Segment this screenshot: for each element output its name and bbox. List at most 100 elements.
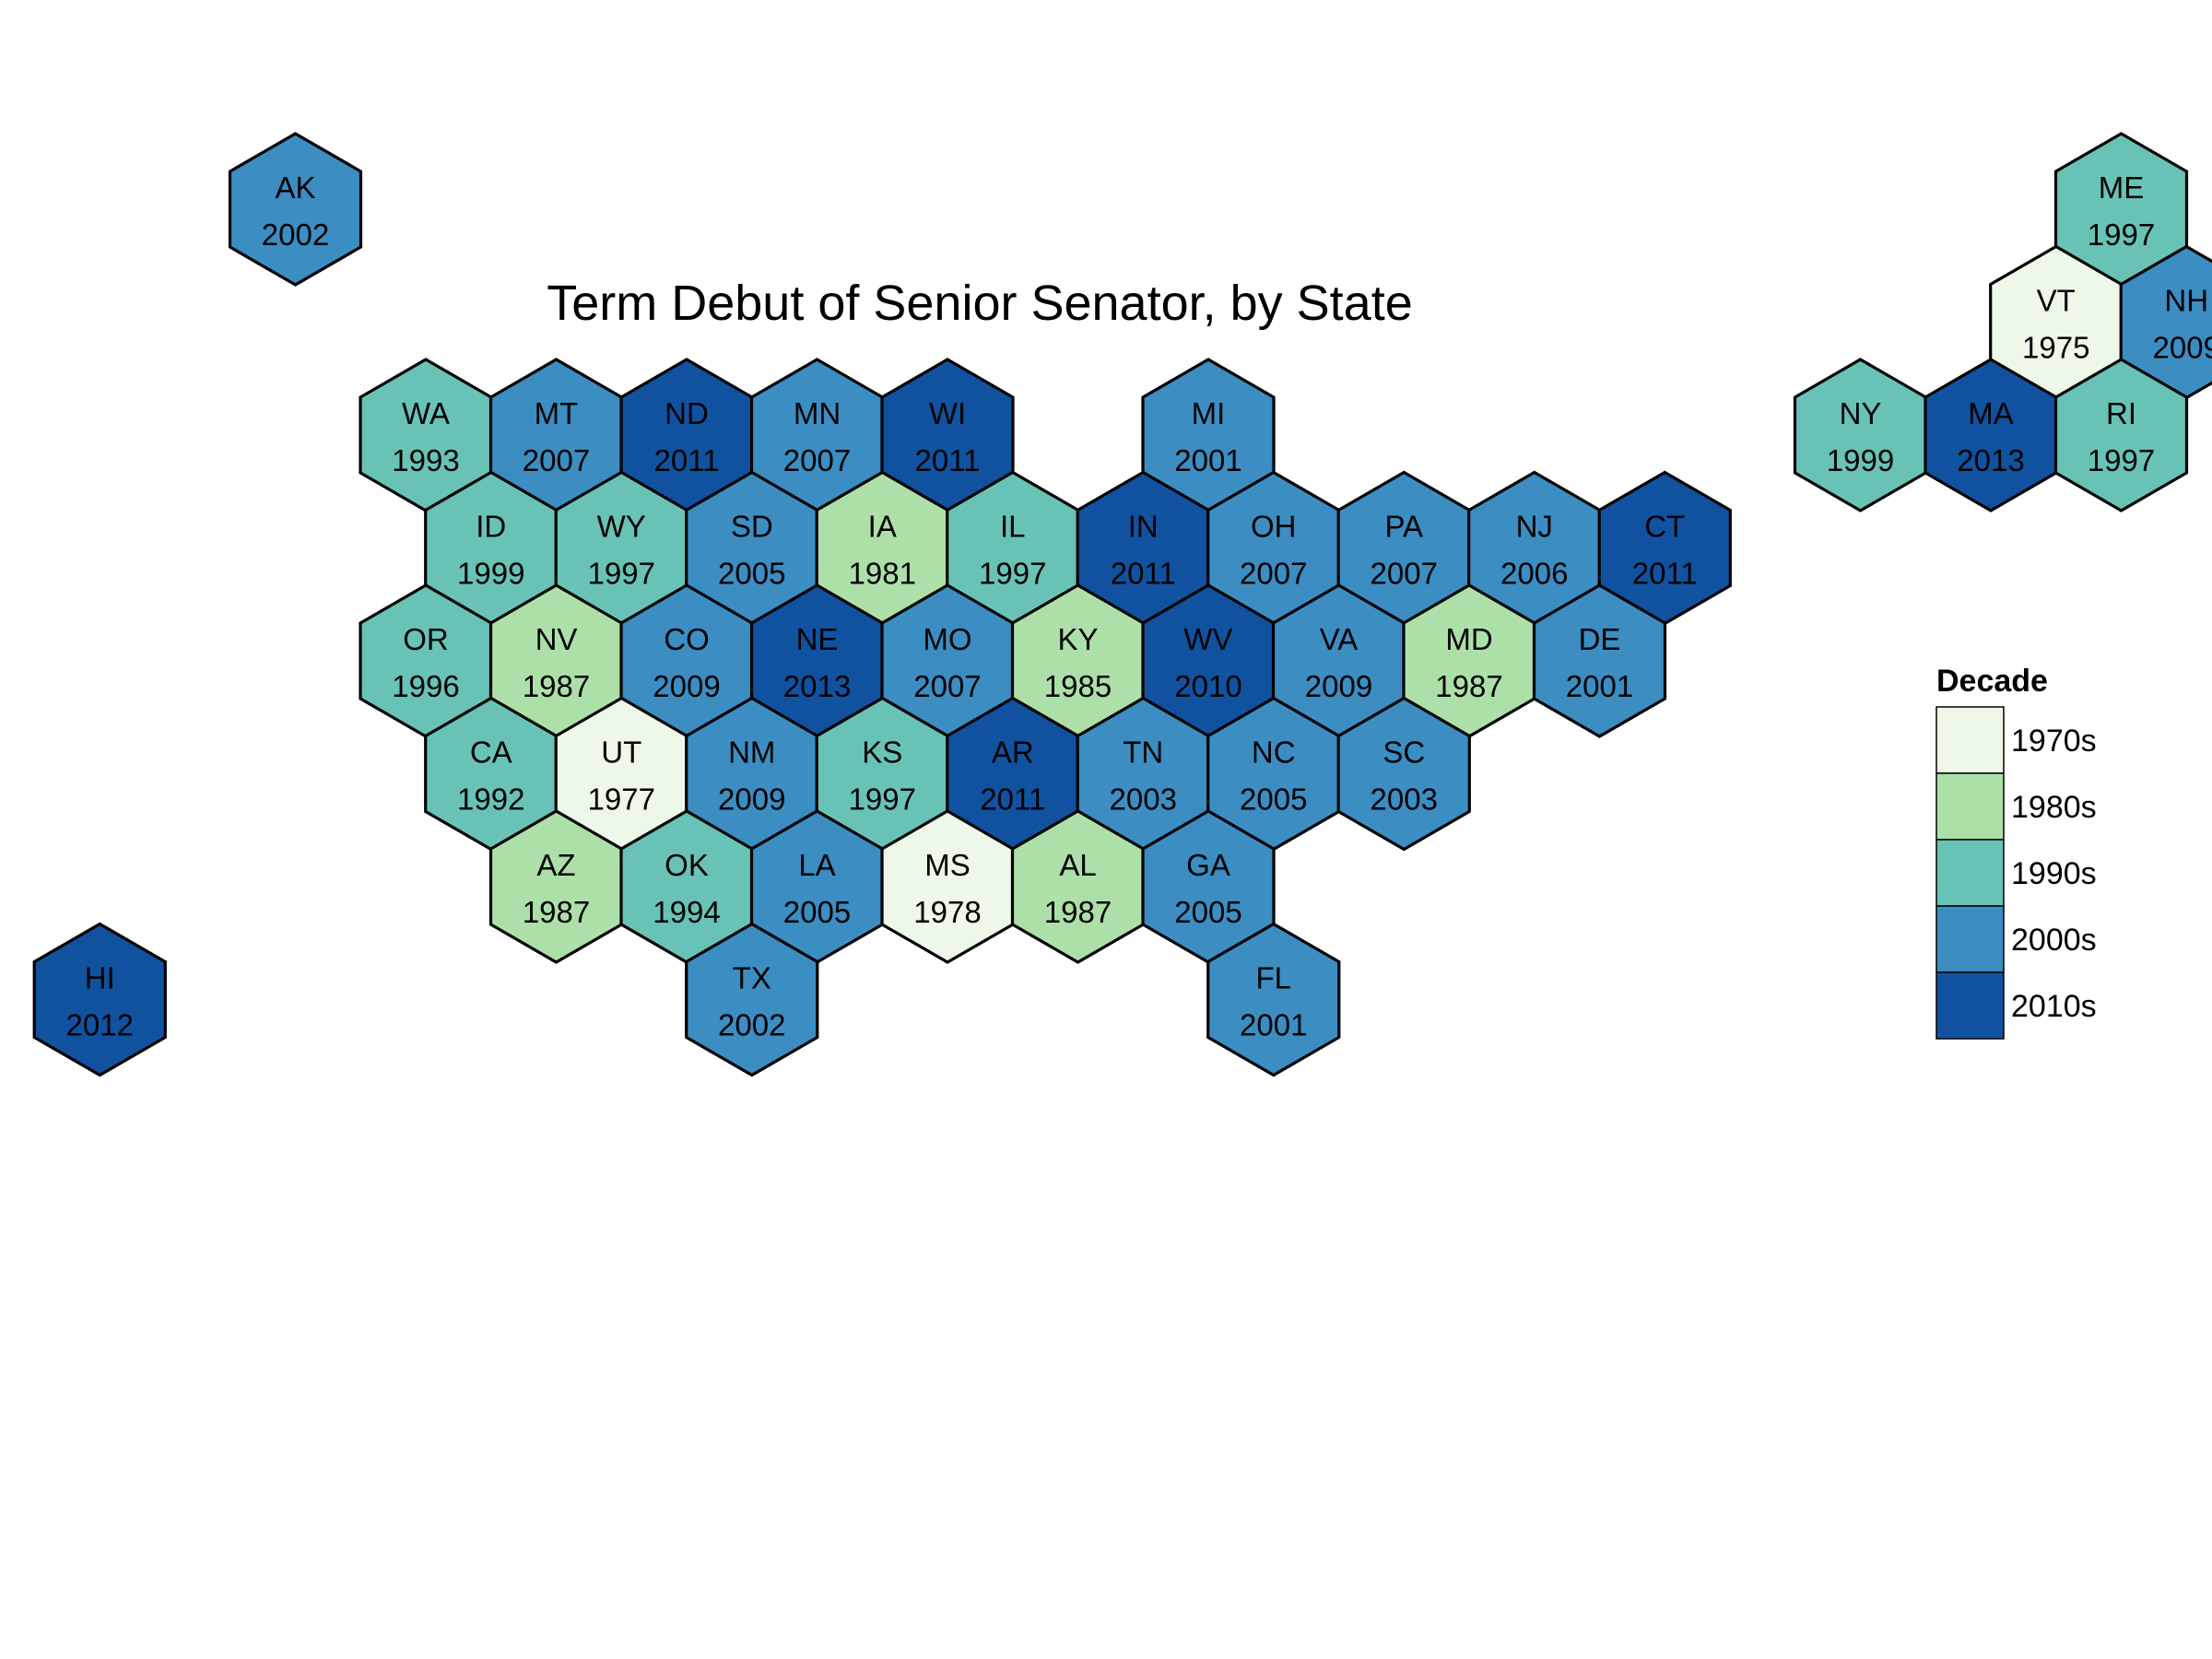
state-hex-nv: NV 1987 xyxy=(488,583,624,738)
state-hex-la: LA 2005 xyxy=(749,809,885,964)
state-year-sd: 2005 xyxy=(718,557,785,591)
state-year-nv: 1987 xyxy=(523,669,590,703)
state-hex-md: MD 1987 xyxy=(1402,583,1536,738)
state-year-or: 1996 xyxy=(392,669,459,703)
legend-swatch-2010s xyxy=(1936,971,2005,1040)
state-abbr-la: LA xyxy=(798,848,835,882)
state-abbr-az: AZ xyxy=(536,848,575,882)
state-hex-hi: HI 2012 xyxy=(32,922,167,1077)
state-hex-me: ME 1997 xyxy=(2053,132,2189,287)
state-year-nj: 2006 xyxy=(1500,557,1568,591)
state-hex-sc: SC 2003 xyxy=(1336,696,1471,852)
state-hex-ma: MA 2013 xyxy=(1924,358,2058,512)
state-abbr-ga: GA xyxy=(1186,848,1230,882)
state-year-md: 1987 xyxy=(1435,669,1502,703)
state-abbr-vt: VT xyxy=(2037,284,2076,318)
state-abbr-ky: KY xyxy=(1057,622,1098,656)
state-year-ak: 2002 xyxy=(262,218,329,252)
state-hex-ri: RI 1997 xyxy=(2053,358,2189,512)
state-year-ny: 1999 xyxy=(1827,443,1894,477)
state-year-mo: 2007 xyxy=(913,669,981,703)
state-year-nd: 2011 xyxy=(654,443,720,477)
state-year-mn: 2007 xyxy=(783,443,851,477)
state-hex-co: CO 2009 xyxy=(619,583,754,738)
state-hex-ky: KY 1985 xyxy=(1010,583,1146,738)
state-abbr-mi: MI xyxy=(1192,396,1226,430)
state-hex-vt: VT 1975 xyxy=(1989,244,2124,400)
state-abbr-nv: NV xyxy=(535,622,578,656)
state-abbr-tx: TX xyxy=(733,961,771,995)
state-year-fl: 2001 xyxy=(1240,1008,1307,1042)
state-year-ca: 1992 xyxy=(457,782,524,817)
state-year-co: 2009 xyxy=(653,669,720,703)
state-hex-al: AL 1987 xyxy=(1010,809,1146,964)
state-hex-tn: TN 2003 xyxy=(1076,696,1210,852)
hex-hi xyxy=(32,922,167,1077)
state-year-vt: 1975 xyxy=(2022,331,2089,365)
hex-ny xyxy=(1793,358,1928,512)
state-hex-de: DE 2001 xyxy=(1532,583,1667,738)
state-year-ky: 1985 xyxy=(1044,669,1112,703)
state-abbr-or: OR xyxy=(403,622,449,656)
state-abbr-co: CO xyxy=(664,622,710,656)
state-hex-ny: NY 1999 xyxy=(1793,358,1928,512)
state-hex-pa: PA 2007 xyxy=(1336,470,1471,626)
chart-title: Term Debut of Senior Senator, by State xyxy=(547,276,1413,331)
state-hexes: AK 2002 ME 1997 VT 1975 NH 2009 WA 1993 MT 2007 ND 20… xyxy=(32,132,2212,1077)
state-abbr-wy: WY xyxy=(597,510,646,544)
state-year-ia: 1981 xyxy=(849,557,916,591)
state-abbr-sd: SD xyxy=(731,510,773,544)
state-year-al: 1987 xyxy=(1044,895,1112,929)
state-year-ma: 2013 xyxy=(1957,443,2024,477)
state-year-tn: 2003 xyxy=(1110,782,1177,817)
state-year-mi: 2001 xyxy=(1174,443,1241,477)
state-abbr-nd: ND xyxy=(665,396,709,430)
state-hex-or: OR 1996 xyxy=(359,583,493,738)
state-abbr-nj: NJ xyxy=(1516,510,1553,544)
state-year-la: 2005 xyxy=(783,895,851,929)
state-hex-va: VA 2009 xyxy=(1271,583,1406,738)
state-abbr-ct: CT xyxy=(1644,510,1685,544)
legend-label-1980s: 1980s xyxy=(2011,790,2097,825)
state-abbr-pa: PA xyxy=(1384,510,1423,544)
state-year-ri: 1997 xyxy=(2088,443,2155,477)
legend-label-1990s: 1990s xyxy=(2011,856,2097,891)
state-abbr-mt: MT xyxy=(535,396,579,430)
state-hex-nj: NJ 2006 xyxy=(1467,470,1602,626)
state-year-va: 2009 xyxy=(1305,669,1372,703)
state-year-ar: 2011 xyxy=(980,782,1045,817)
state-year-pa: 2007 xyxy=(1371,557,1438,591)
state-abbr-wv: WV xyxy=(1183,622,1232,656)
legend-swatch-2000s xyxy=(1936,905,2005,973)
state-abbr-de: DE xyxy=(1579,622,1621,656)
state-year-wi: 2011 xyxy=(915,443,981,477)
state-year-in: 2011 xyxy=(1111,557,1176,591)
legend-swatch-1990s xyxy=(1936,839,2005,907)
state-abbr-hi: HI xyxy=(85,961,115,995)
state-hex-ga: GA 2005 xyxy=(1141,809,1276,964)
legend-label-2010s: 2010s xyxy=(2011,989,2097,1024)
state-abbr-ia: IA xyxy=(868,510,897,544)
state-abbr-il: IL xyxy=(1000,510,1026,544)
state-hex-ct: CT 2011 xyxy=(1597,470,1732,626)
state-hex-ak: AK 2002 xyxy=(228,132,363,287)
state-year-ct: 2011 xyxy=(1632,557,1698,591)
state-abbr-wa: WA xyxy=(402,396,450,430)
state-abbr-id: ID xyxy=(476,510,506,544)
state-abbr-ne: NE xyxy=(796,622,839,656)
state-hex-nc: NC 2005 xyxy=(1206,696,1341,852)
legend-swatch-1980s xyxy=(1936,772,2005,841)
state-abbr-nm: NM xyxy=(728,735,775,770)
state-abbr-in: IN xyxy=(1128,510,1159,544)
legend-label-2000s: 2000s xyxy=(2011,923,2097,958)
state-abbr-ut: UT xyxy=(601,735,641,770)
state-abbr-fl: FL xyxy=(1255,961,1291,995)
state-hex-id: ID 1999 xyxy=(424,470,559,626)
state-year-tx: 2002 xyxy=(718,1008,785,1042)
hex-tx xyxy=(685,922,819,1077)
state-year-oh: 2007 xyxy=(1240,557,1307,591)
state-abbr-ok: OK xyxy=(665,848,709,882)
state-abbr-va: VA xyxy=(1320,622,1359,656)
hex-fl xyxy=(1206,922,1341,1077)
